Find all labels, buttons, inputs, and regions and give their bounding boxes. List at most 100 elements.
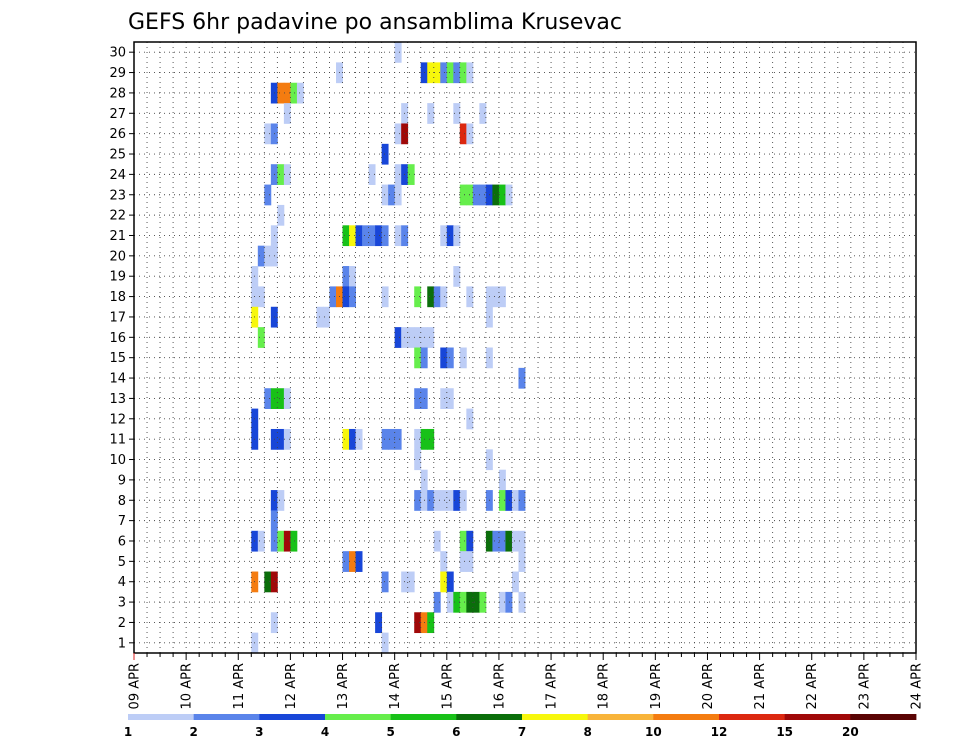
- heatmap-cell: [427, 103, 435, 124]
- heatmap-cell: [277, 428, 285, 450]
- y-tick-label: 14: [109, 372, 126, 387]
- y-tick-label: 7: [118, 514, 126, 529]
- heatmap-cell: [498, 490, 506, 511]
- heatmap-cell: [264, 388, 272, 409]
- heatmap-cell: [453, 225, 461, 247]
- heatmap-cell: [277, 204, 285, 226]
- heatmap-cell: [394, 123, 402, 145]
- legend-swatch: [719, 714, 786, 720]
- heatmap-cell: [505, 530, 513, 552]
- heatmap-cell: [342, 428, 350, 450]
- heatmap-cell: [349, 551, 356, 572]
- heatmap-cell: [290, 530, 298, 552]
- heatmap-cell: [427, 286, 435, 308]
- heatmap-cell: [446, 571, 454, 593]
- heatmap-cell: [453, 103, 461, 124]
- heatmap-cell: [453, 266, 461, 287]
- y-tick-label: 24: [109, 168, 126, 183]
- heatmap-cell: [427, 62, 435, 84]
- heatmap-cell: [257, 327, 265, 348]
- heatmap-cell: [505, 591, 513, 613]
- legend-label: 1: [124, 725, 132, 739]
- heatmap-cell: [505, 184, 513, 206]
- y-tick-label: 19: [109, 270, 126, 285]
- y-tick-label: 11: [109, 433, 126, 448]
- heatmap-cell: [511, 571, 519, 593]
- x-tick-label: 19 APR: [649, 663, 664, 709]
- heatmap-cell: [342, 286, 350, 308]
- heatmap-cell: [459, 62, 467, 84]
- heatmap-cell: [283, 82, 291, 104]
- heatmap-cell: [472, 591, 480, 613]
- y-tick-label: 10: [109, 453, 126, 468]
- heatmap-cell: [459, 551, 467, 572]
- heatmap-cell: [492, 184, 500, 206]
- heatmap-cell: [414, 347, 422, 369]
- heatmap-cell: [257, 286, 265, 308]
- heatmap-cell: [446, 490, 454, 511]
- heatmap-cell: [479, 184, 487, 206]
- legend-label: 8: [583, 725, 591, 739]
- heatmap-cell: [349, 428, 356, 450]
- heatmap-cell: [414, 388, 422, 409]
- heatmap-cell: [427, 428, 435, 450]
- heatmap-cell: [349, 286, 356, 308]
- heatmap-cell: [518, 591, 526, 613]
- x-tick-label: 10 APR: [180, 663, 195, 709]
- heatmap-cell: [277, 164, 285, 185]
- y-tick-label: 16: [109, 331, 126, 346]
- heatmap-cell: [518, 530, 526, 552]
- heatmap-cell: [453, 591, 461, 613]
- heatmap-cell: [505, 490, 513, 511]
- legend-swatch: [325, 714, 392, 720]
- heatmap-cell: [433, 62, 441, 84]
- heatmap-cell: [381, 225, 389, 247]
- y-tick-label: 18: [109, 290, 126, 305]
- legend-label: 3: [255, 725, 263, 739]
- legend-swatch: [390, 714, 457, 720]
- heatmap-cell: [414, 327, 422, 348]
- legend-swatch: [784, 714, 851, 720]
- heatmap-cell: [381, 571, 389, 593]
- heatmap-cell: [414, 449, 422, 471]
- legend-label: 6: [452, 725, 460, 739]
- heatmap-cell: [446, 225, 454, 247]
- heatmap-cell: [498, 530, 506, 552]
- y-tick-label: 21: [109, 229, 126, 244]
- legend-swatch: [850, 714, 917, 720]
- heatmap-cell: [264, 245, 272, 267]
- legend-label: 7: [518, 725, 526, 739]
- heatmap-cell: [381, 286, 389, 308]
- heatmap-cell: [498, 184, 506, 206]
- heatmap-cell: [440, 551, 448, 572]
- legend-label: 4: [321, 725, 329, 739]
- x-tick-label: 23 APR: [857, 663, 872, 709]
- y-tick-label: 29: [109, 66, 126, 81]
- legend-swatch: [128, 714, 195, 720]
- heatmap-cell: [440, 225, 448, 247]
- legend-swatch: [259, 714, 326, 720]
- heatmap-cell: [394, 184, 402, 206]
- heatmap-cell: [277, 388, 285, 409]
- heatmap-cell: [381, 184, 389, 206]
- heatmap-cell: [440, 62, 448, 84]
- heatmap-cell: [349, 266, 356, 287]
- heatmap-cell: [283, 388, 291, 409]
- heatmap-cells: [251, 42, 526, 654]
- heatmap-cell: [362, 225, 369, 247]
- heatmap-cell: [427, 327, 435, 348]
- heatmap-cell: [283, 164, 291, 185]
- heatmap-cell: [375, 225, 383, 247]
- heatmap-cell: [518, 367, 526, 389]
- heatmap-cell: [433, 490, 441, 511]
- heatmap-cell: [492, 286, 500, 308]
- heatmap-cell: [257, 245, 265, 267]
- legend-label: 20: [842, 725, 859, 739]
- legend-label: 2: [189, 725, 197, 739]
- heatmap-cell: [459, 184, 467, 206]
- x-tick-label: 14 APR: [388, 663, 403, 709]
- y-tick-label: 30: [109, 46, 126, 61]
- heatmap-cell: [394, 327, 402, 348]
- heatmap-cell: [342, 551, 350, 572]
